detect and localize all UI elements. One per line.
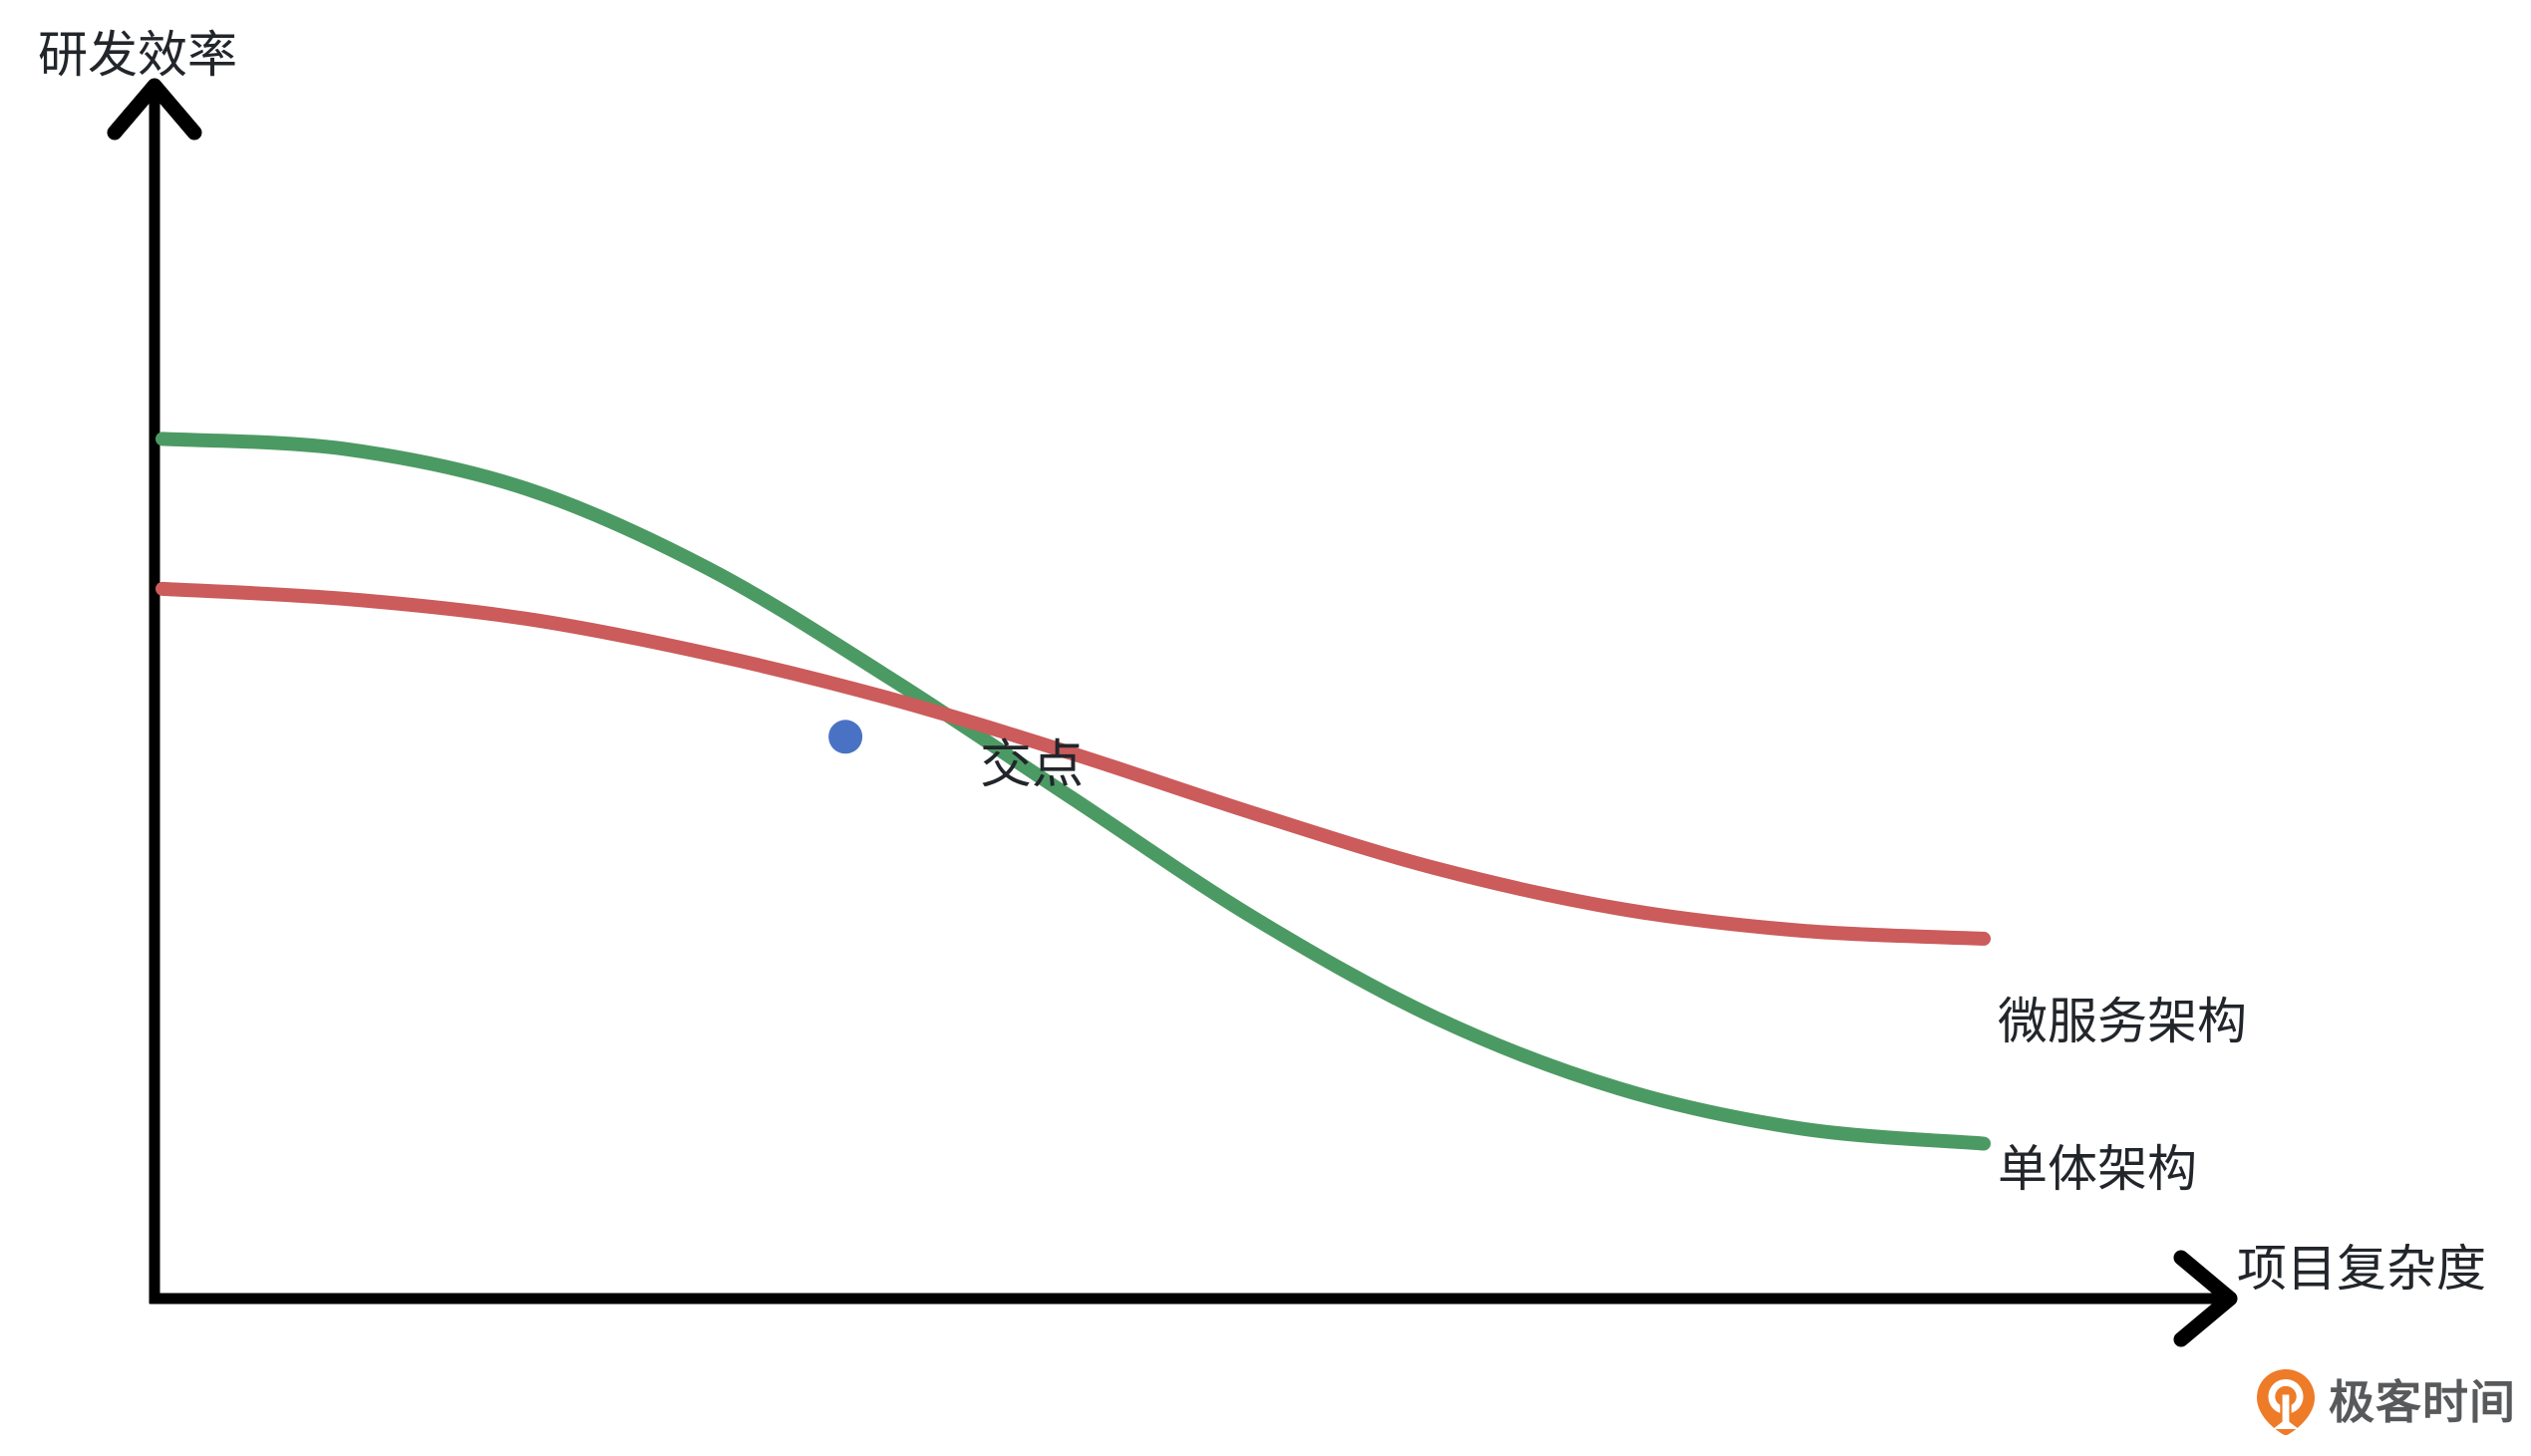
series-label-microservice: 微服务架构	[1998, 994, 2247, 1049]
x-axis-arrowhead-icon	[2173, 1250, 2238, 1347]
geektime-logo-icon	[2257, 1369, 2315, 1436]
watermark-text: 极客时间	[2329, 1376, 2516, 1428]
y-axis	[107, 78, 202, 1304]
intersection-annotation-label: 交点	[980, 736, 1085, 794]
y-axis-label: 研发效率	[38, 27, 237, 83]
series-curve-monolith	[156, 432, 1991, 1151]
x-axis-label: 项目复杂度	[2237, 1241, 2486, 1297]
intersection-point-marker	[828, 720, 863, 754]
x-axis	[150, 1250, 2238, 1347]
series-label-monolith: 单体架构	[1998, 1141, 2197, 1197]
watermark: 极客时间	[2255, 1367, 2516, 1437]
y-axis-arrowhead-icon	[107, 78, 202, 141]
series-curve-microservice	[156, 581, 1991, 946]
